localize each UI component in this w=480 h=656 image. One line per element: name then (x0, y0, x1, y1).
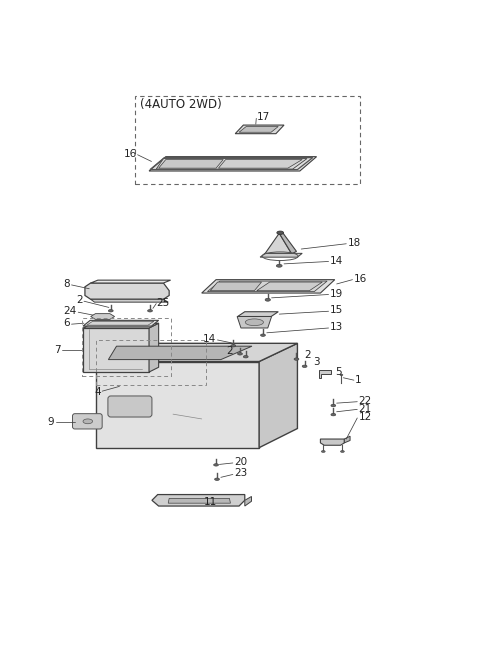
Text: 5: 5 (335, 367, 341, 377)
Ellipse shape (243, 356, 248, 358)
Polygon shape (152, 495, 245, 506)
Ellipse shape (265, 298, 270, 301)
Polygon shape (91, 314, 115, 319)
Bar (96, 340, 206, 386)
Text: 23: 23 (234, 468, 248, 478)
Polygon shape (344, 436, 350, 443)
Bar (135, 96, 360, 184)
Ellipse shape (238, 353, 242, 355)
Text: 2: 2 (227, 346, 233, 356)
Text: 18: 18 (348, 238, 361, 248)
Ellipse shape (302, 365, 307, 367)
Bar (82, 318, 170, 376)
Polygon shape (257, 282, 323, 291)
Text: (4AUTO 2WD): (4AUTO 2WD) (141, 98, 222, 112)
Text: 25: 25 (156, 298, 169, 308)
Polygon shape (239, 127, 278, 133)
FancyBboxPatch shape (108, 396, 152, 417)
Polygon shape (259, 343, 298, 447)
Text: 14: 14 (203, 334, 216, 344)
Polygon shape (235, 125, 284, 134)
Ellipse shape (340, 374, 343, 376)
Polygon shape (319, 370, 331, 378)
Text: 6: 6 (63, 318, 70, 328)
Polygon shape (83, 323, 158, 328)
Polygon shape (96, 361, 259, 447)
Polygon shape (260, 253, 302, 257)
Polygon shape (91, 299, 168, 302)
Ellipse shape (83, 419, 93, 424)
Ellipse shape (294, 358, 299, 360)
Text: 20: 20 (234, 457, 247, 467)
Text: 9: 9 (48, 417, 54, 427)
Polygon shape (85, 283, 169, 299)
Ellipse shape (277, 231, 284, 234)
Text: 4: 4 (95, 387, 101, 397)
Polygon shape (83, 320, 158, 326)
Polygon shape (87, 321, 154, 325)
Text: 16: 16 (354, 274, 367, 283)
Text: 12: 12 (359, 412, 372, 422)
Ellipse shape (108, 310, 113, 312)
Text: 1: 1 (355, 375, 361, 384)
Polygon shape (245, 497, 252, 506)
Text: 2: 2 (76, 295, 83, 305)
Text: 11: 11 (204, 497, 217, 507)
Polygon shape (279, 234, 297, 254)
Ellipse shape (276, 264, 282, 267)
Ellipse shape (215, 478, 219, 480)
Ellipse shape (331, 413, 336, 416)
Polygon shape (158, 159, 223, 168)
Polygon shape (210, 282, 262, 291)
Text: 2: 2 (305, 350, 311, 359)
Text: 19: 19 (330, 289, 343, 298)
Polygon shape (168, 499, 230, 503)
Polygon shape (237, 316, 272, 328)
Ellipse shape (245, 319, 264, 325)
Ellipse shape (331, 404, 336, 407)
Text: 13: 13 (330, 322, 343, 332)
Text: 7: 7 (54, 344, 60, 354)
Text: 21: 21 (359, 404, 372, 415)
FancyBboxPatch shape (72, 414, 102, 429)
Text: 17: 17 (257, 112, 271, 123)
Polygon shape (149, 157, 317, 171)
Ellipse shape (340, 451, 344, 453)
Polygon shape (96, 343, 298, 361)
Text: 22: 22 (359, 396, 372, 406)
Ellipse shape (322, 451, 325, 453)
Polygon shape (149, 323, 158, 372)
Ellipse shape (214, 464, 218, 466)
Polygon shape (202, 279, 335, 293)
Ellipse shape (261, 334, 265, 337)
Polygon shape (108, 346, 252, 359)
Text: 24: 24 (63, 306, 76, 316)
Polygon shape (218, 159, 302, 168)
Polygon shape (91, 280, 170, 283)
Text: 15: 15 (330, 305, 343, 316)
Polygon shape (238, 312, 278, 316)
Text: 14: 14 (330, 256, 343, 266)
Polygon shape (156, 159, 307, 169)
Text: 3: 3 (313, 358, 319, 367)
Polygon shape (321, 439, 344, 445)
Polygon shape (83, 328, 149, 372)
Ellipse shape (148, 310, 153, 312)
Polygon shape (207, 281, 327, 292)
Ellipse shape (231, 344, 236, 347)
Text: 16: 16 (123, 149, 137, 159)
Text: 8: 8 (63, 279, 70, 289)
Polygon shape (265, 234, 292, 254)
